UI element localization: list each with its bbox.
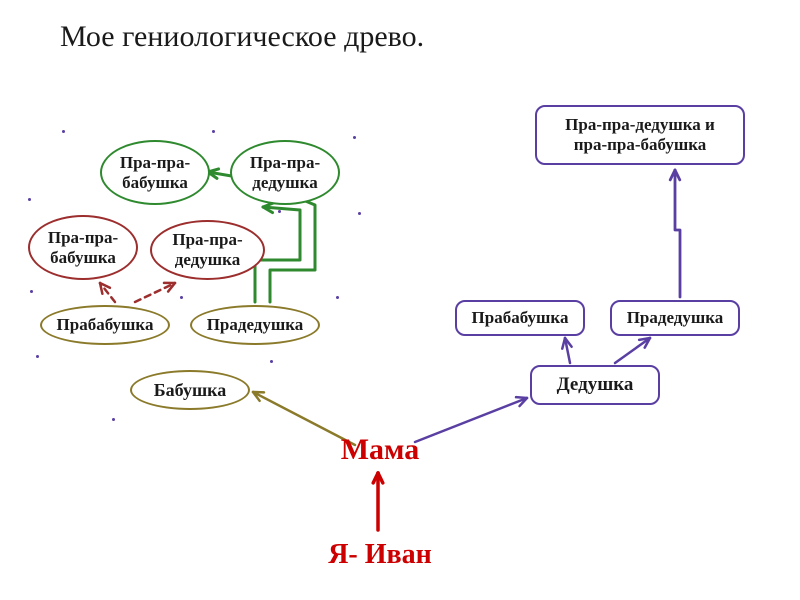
node-pp_ded_g: Пра-пра- дедушка (230, 140, 340, 205)
node-praded_p: Прадедушка (610, 300, 740, 336)
node-bab_o: Бабушка (130, 370, 250, 410)
node-ivano: Я- Иван (275, 535, 485, 575)
decor-dot (270, 360, 273, 363)
decor-dot (278, 210, 281, 213)
node-mama: Мама (300, 430, 460, 470)
diagram-stage: Мое гениологическое древо. Пра-пра- бабу… (0, 0, 800, 600)
decor-dot (336, 296, 339, 299)
decor-dot (28, 198, 31, 201)
edge (565, 338, 570, 363)
decor-dot (62, 130, 65, 133)
node-pp_bab_r: Пра-пра- бабушка (28, 215, 138, 280)
decor-dot (358, 212, 361, 215)
decor-dot (36, 355, 39, 358)
node-prabab_p: Прабабушка (455, 300, 585, 336)
edge (135, 283, 175, 302)
edge (100, 283, 115, 302)
node-praded_o: Прадедушка (190, 305, 320, 345)
edge (615, 338, 650, 363)
node-pp_ded_r: Пра-пра- дедушка (150, 220, 265, 280)
decor-dot (180, 296, 183, 299)
decor-dot (112, 418, 115, 421)
edge (675, 170, 680, 297)
node-ppdd_p: Пра-пра-дедушка и пра-пра-бабушка (535, 105, 745, 165)
decor-dot (30, 290, 33, 293)
node-ded_p: Дедушка (530, 365, 660, 405)
page-title: Мое гениологическое древо. (60, 20, 424, 54)
node-pp_bab_g: Пра-пра- бабушка (100, 140, 210, 205)
decor-dot (212, 130, 215, 133)
node-prabab_o: Прабабушка (40, 305, 170, 345)
decor-dot (353, 136, 356, 139)
